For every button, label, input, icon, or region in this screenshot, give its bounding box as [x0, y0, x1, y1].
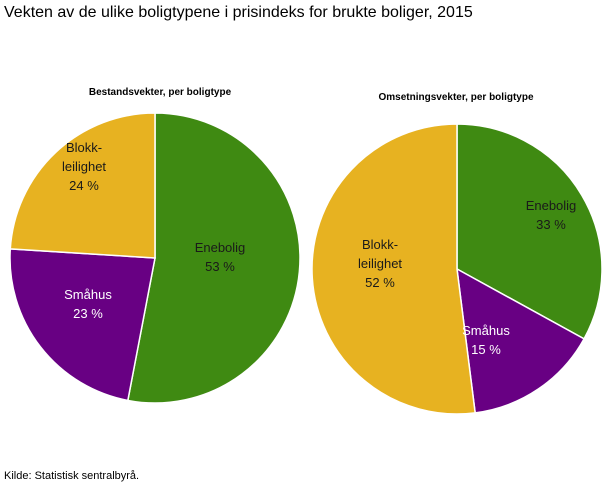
- pie-slice-blokk-leilighet: [9, 112, 156, 259]
- slice-label-sm-hus: Småhus 23 %: [64, 287, 112, 321]
- pie-slice-enebolig: [456, 123, 603, 340]
- pie-chart-omsetningsvekter: Omsetningsvekter, per boligtype Enebolig 3…: [311, 92, 603, 415]
- pie-subtitle: Omsetningsvekter, per boligtype: [378, 92, 533, 103]
- pie-slice-enebolig: [126, 112, 301, 404]
- pie-slice-sm-hus: [456, 267, 586, 414]
- slice-label-enebolig: Enebolig 33 %: [526, 198, 577, 232]
- pie-slice-sm-hus: [9, 248, 156, 402]
- chart-title: Vekten av de ulike boligtypene i prisind…: [4, 4, 473, 21]
- pie-subtitle: Bestandsvekter, per boligtype: [89, 87, 232, 98]
- slice-label-blokk-leilighet: Blokk-leilighet 24 %: [62, 140, 106, 193]
- pie-chart-bestandsvekter: Bestandsvekter, per boligtype Enebolig 53 …: [9, 87, 301, 404]
- slice-label-sm-hus: Småhus 15 %: [462, 323, 510, 357]
- slice-label-enebolig: Enebolig 53 %: [195, 240, 246, 274]
- source-note: Kilde: Statistisk sentralbyrå.: [4, 470, 140, 482]
- slice-label-blokk-leilighet: Blokk-leilighet 52 %: [358, 237, 402, 290]
- pie-slice-blokk-leilighet: [311, 123, 477, 415]
